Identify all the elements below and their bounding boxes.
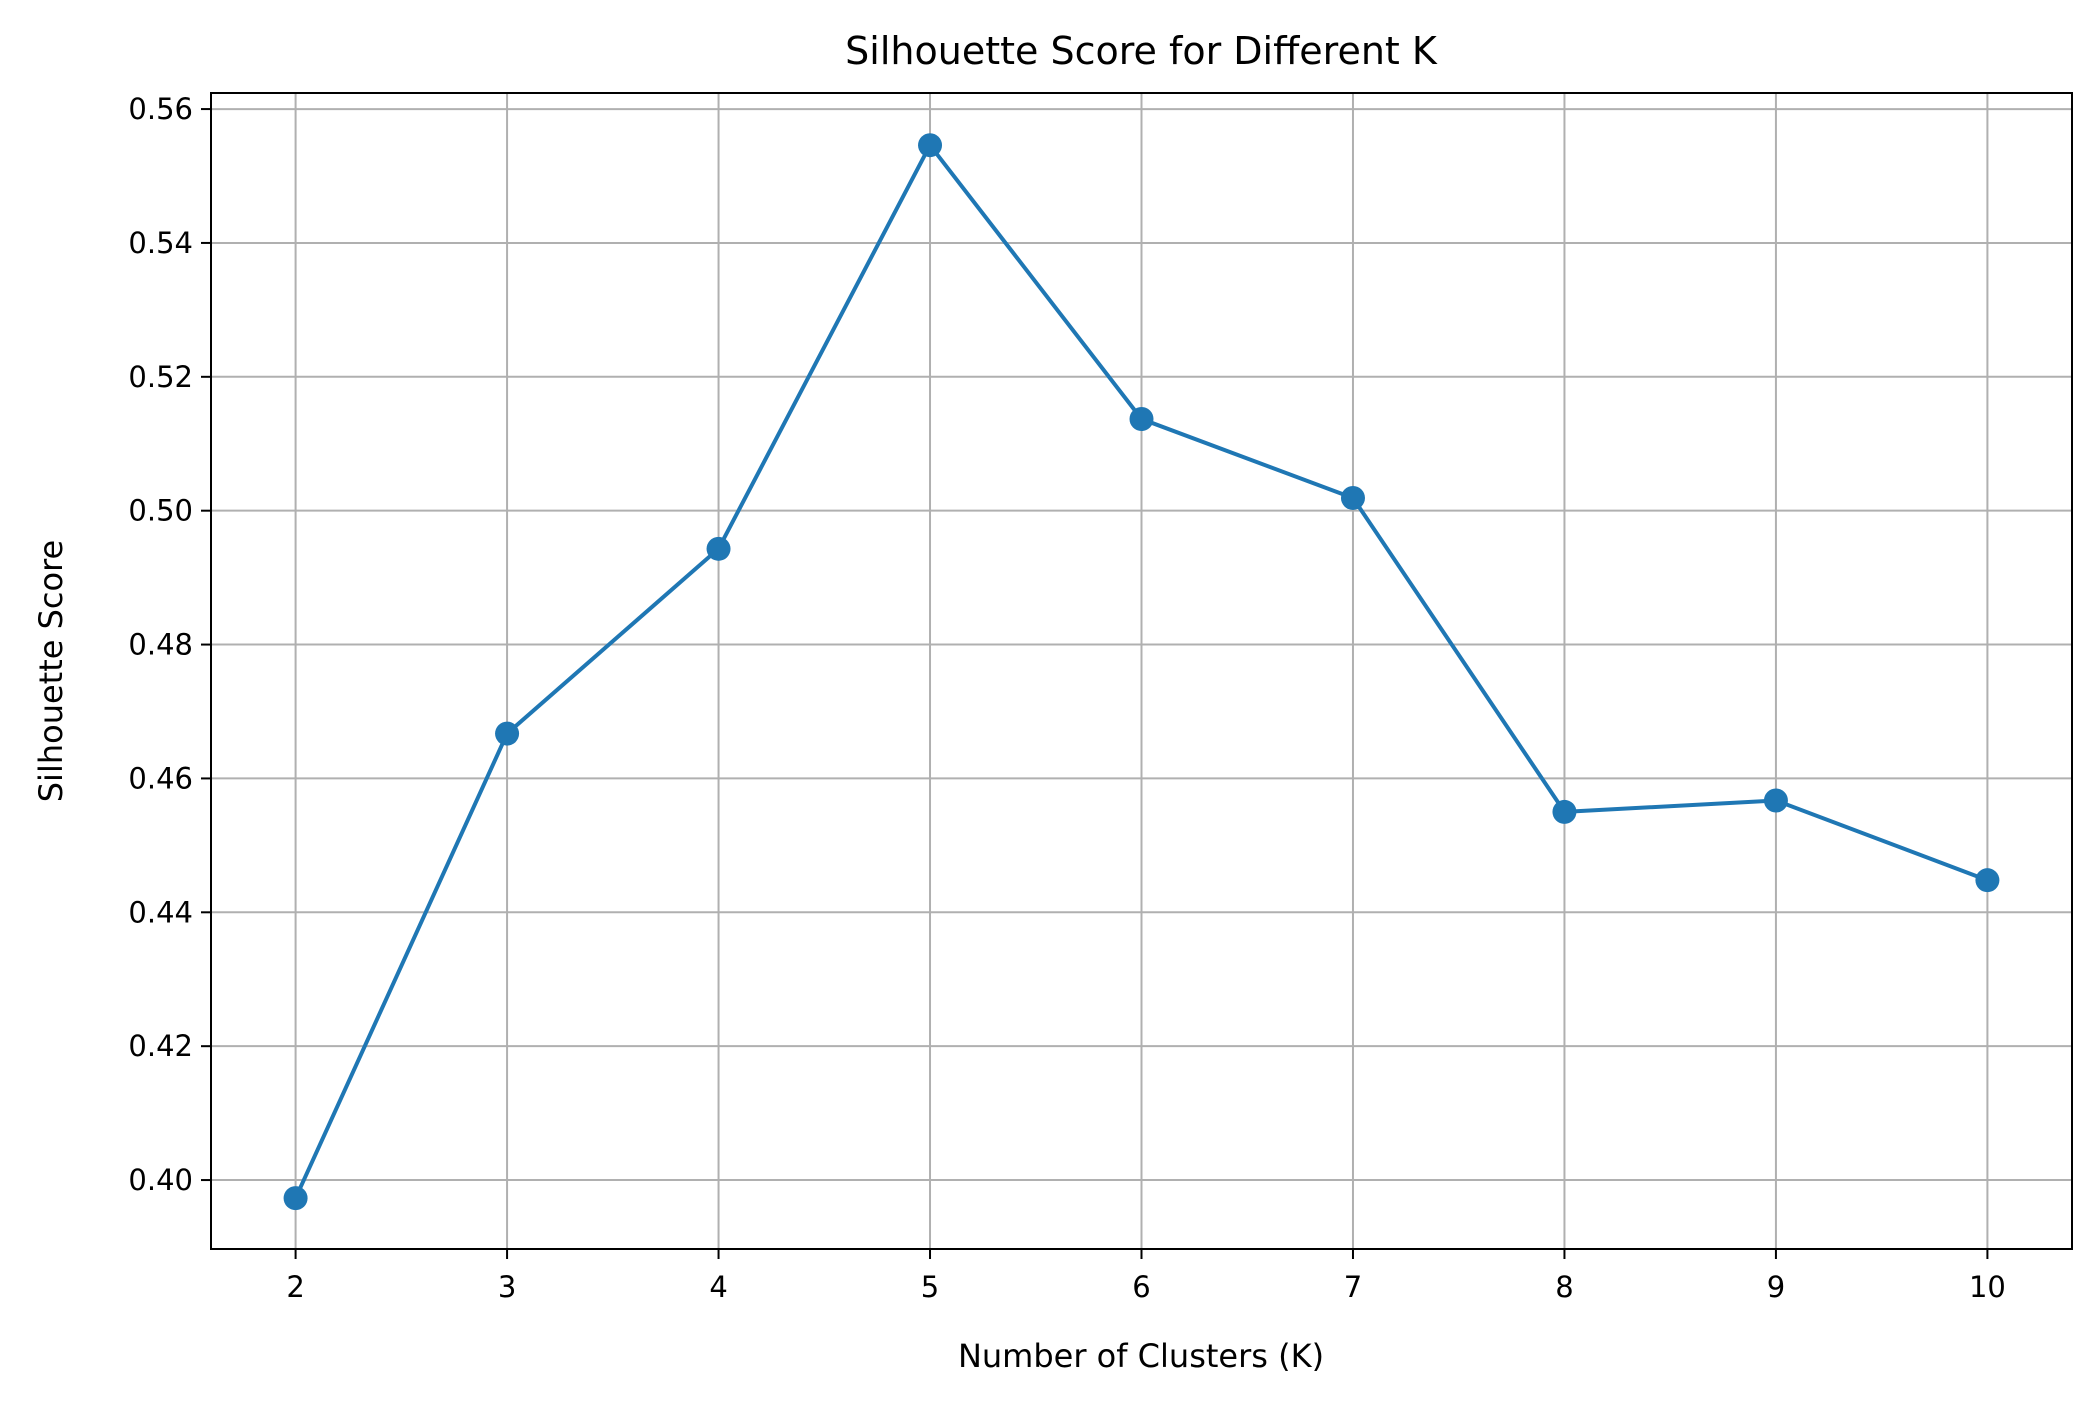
data-point bbox=[1340, 485, 1365, 510]
x-axis-title: Number of Clusters (K) bbox=[958, 1337, 1324, 1375]
y-tick-label: 0.56 bbox=[128, 92, 193, 126]
x-tick-label: 8 bbox=[1555, 1270, 1573, 1304]
y-tick-label: 0.42 bbox=[128, 1029, 193, 1063]
data-point bbox=[1129, 406, 1154, 431]
x-tick-label: 5 bbox=[921, 1270, 939, 1304]
y-tick-label: 0.48 bbox=[128, 628, 193, 662]
x-tick-label: 10 bbox=[1969, 1270, 2006, 1304]
x-tick-label: 2 bbox=[286, 1270, 304, 1304]
data-point bbox=[1975, 868, 2000, 893]
y-tick-label: 0.46 bbox=[128, 761, 193, 795]
y-tick-label: 0.44 bbox=[128, 895, 193, 929]
data-point bbox=[1552, 799, 1577, 824]
series-group bbox=[283, 133, 2000, 1211]
x-tick-label: 6 bbox=[1132, 1270, 1150, 1304]
y-axis-title: Silhouette Score bbox=[32, 540, 70, 803]
y-tick-label: 0.52 bbox=[128, 360, 193, 394]
x-tick-label: 9 bbox=[1767, 1270, 1785, 1304]
data-point bbox=[918, 133, 943, 158]
axis-ticks: 2 3 4 5 6 7 8 9 10 0.40 0.42 0.44 0.46 0.48 0.50 0.52 0.… bbox=[128, 92, 2005, 1304]
x-tick-label: 3 bbox=[498, 1270, 516, 1304]
data-point bbox=[1763, 788, 1788, 813]
data-point bbox=[283, 1186, 308, 1211]
y-tick-label: 0.50 bbox=[128, 494, 193, 528]
y-tick-label: 0.54 bbox=[128, 226, 193, 260]
y-tick-label: 0.40 bbox=[128, 1163, 193, 1197]
x-tick-label: 7 bbox=[1344, 1270, 1362, 1304]
data-point bbox=[706, 536, 731, 561]
data-point bbox=[495, 721, 520, 746]
grid-lines bbox=[211, 93, 2072, 1249]
x-tick-label: 4 bbox=[709, 1270, 727, 1304]
chart-title: Silhouette Score for Different K bbox=[845, 29, 1438, 73]
